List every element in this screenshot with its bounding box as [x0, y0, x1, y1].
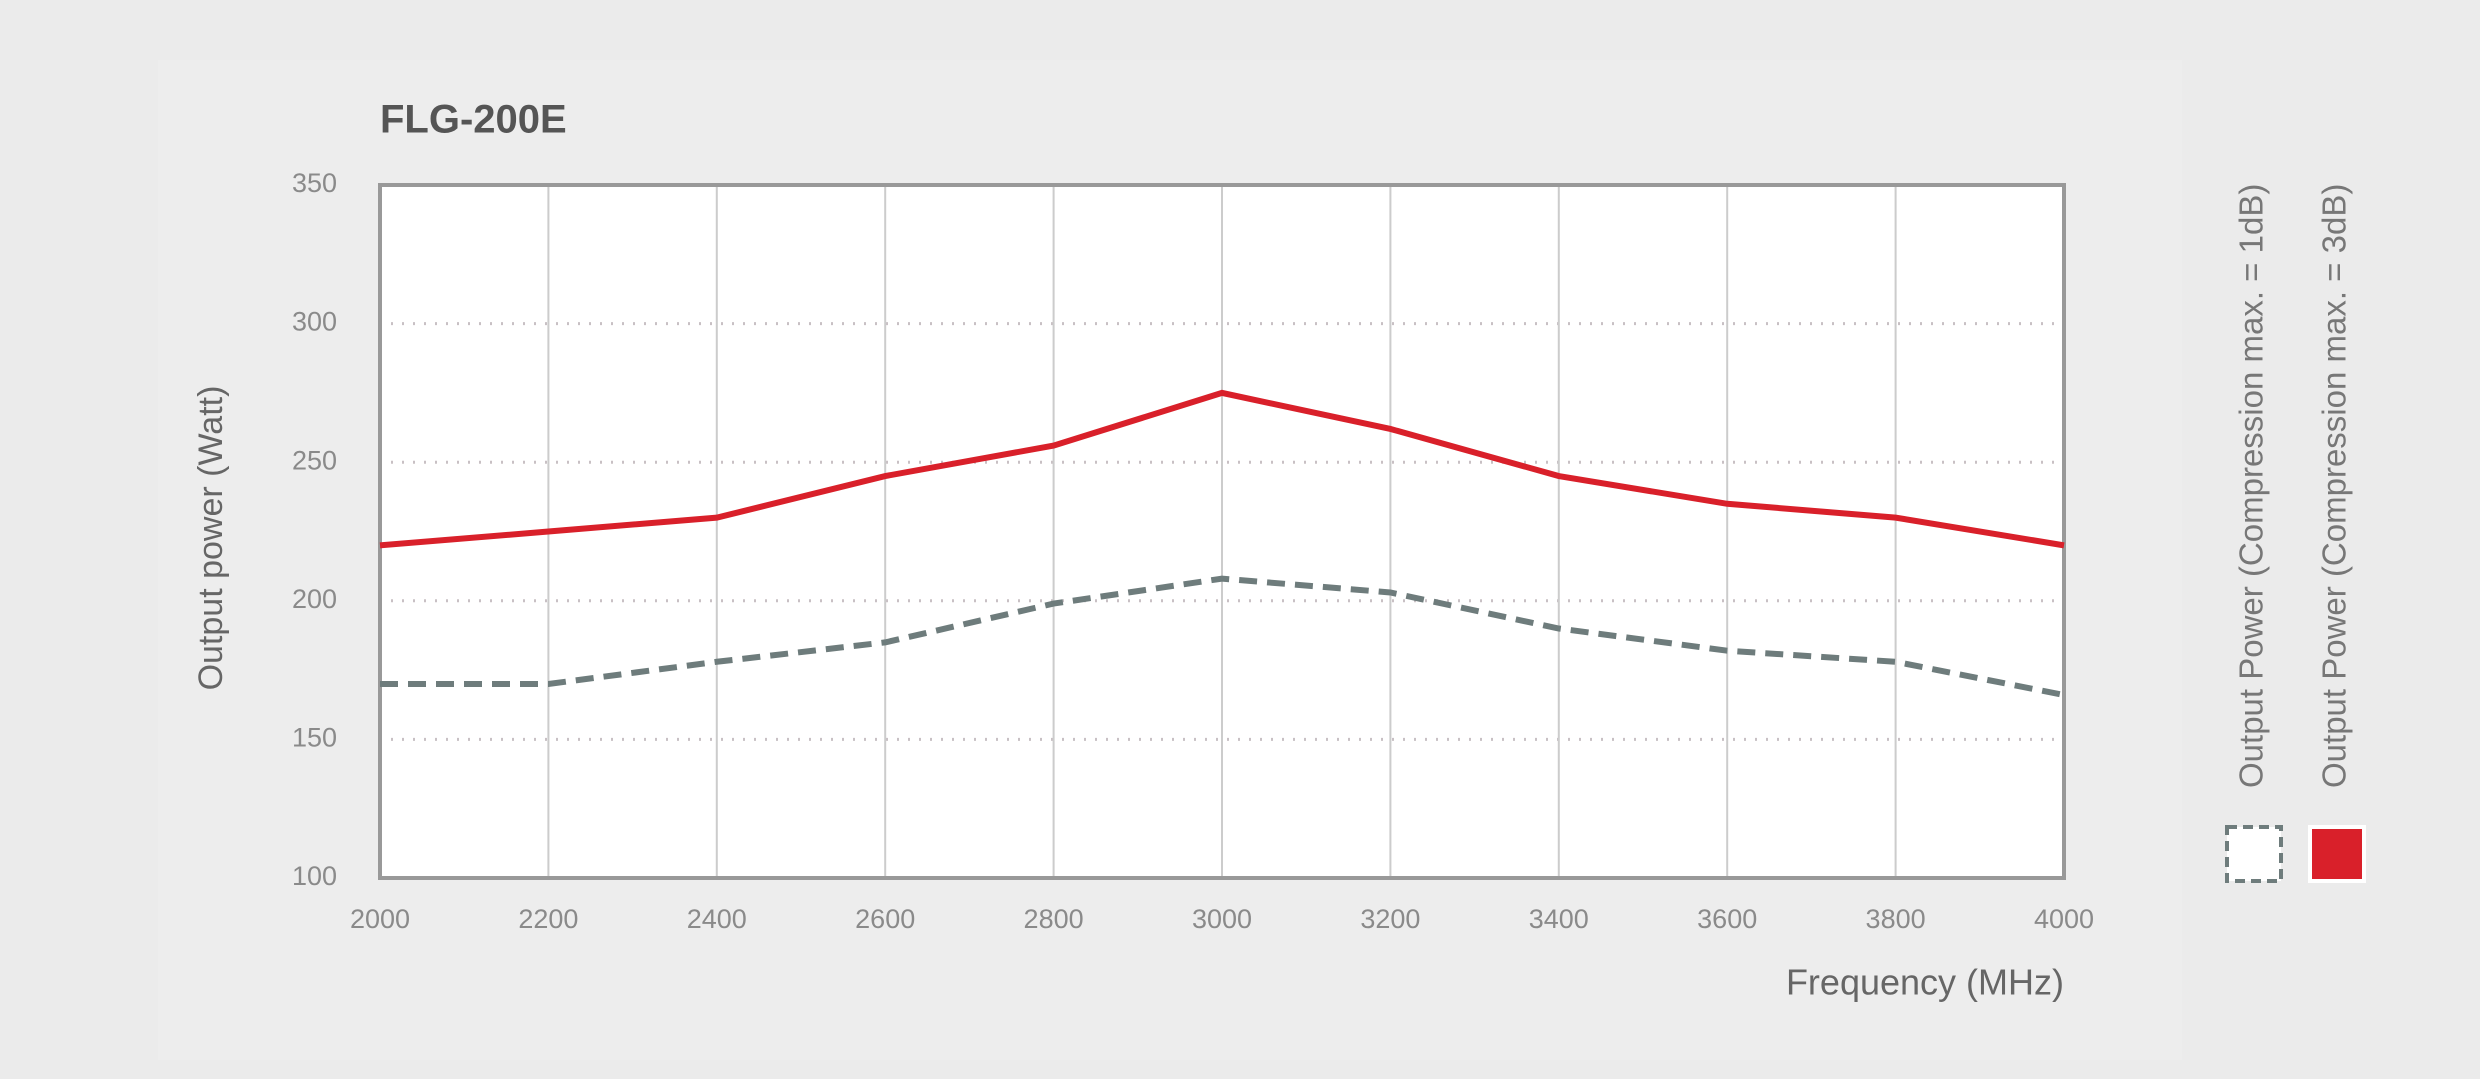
legend-label: Output Power (Compression max. = 1dB): [2233, 184, 2270, 788]
y-tick-label: 200: [292, 584, 337, 614]
x-tick-label: 3800: [1866, 904, 1926, 934]
plot-frame: [378, 183, 2066, 880]
x-axis-label: Frequency (MHz): [1786, 962, 2064, 1003]
x-tick-label: 2600: [855, 904, 915, 934]
x-tick-label: 4000: [2034, 904, 2094, 934]
x-tick-label: 3600: [1697, 904, 1757, 934]
x-tick-label: 2200: [518, 904, 578, 934]
y-tick-label: 100: [292, 861, 337, 891]
x-tick-label: 3400: [1529, 904, 1589, 934]
y-axis-label: Output power (Watt): [192, 386, 230, 691]
x-tick-label: 2800: [1024, 904, 1084, 934]
legend-swatch: [2225, 825, 2283, 883]
y-tick-label: 250: [292, 445, 337, 475]
x-tick-label: 3200: [1360, 904, 1420, 934]
y-tick-label: 150: [292, 723, 337, 753]
x-tick-label: 2000: [350, 904, 410, 934]
x-tick-label: 3000: [1192, 904, 1252, 934]
y-tick-label: 300: [292, 307, 337, 337]
chart-title: FLG-200E: [380, 98, 567, 142]
legend-label: Output Power (Compression max. = 3dB): [2316, 184, 2353, 788]
x-tick-label: 2400: [687, 904, 747, 934]
data-line: [379, 389, 2065, 549]
data-line: [380, 575, 2065, 698]
legend-swatch: [2308, 825, 2366, 883]
y-tick-label: 350: [292, 168, 337, 198]
